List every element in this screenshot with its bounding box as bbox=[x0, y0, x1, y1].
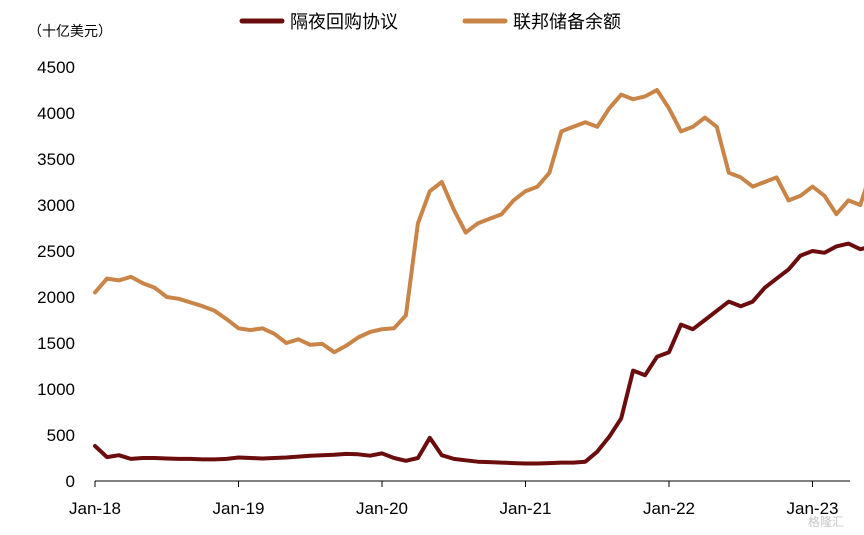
series-line-1 bbox=[93, 88, 864, 355]
y-tick-label: 1000 bbox=[37, 380, 75, 399]
y-tick-label: 500 bbox=[47, 426, 75, 445]
x-tick-label: Jan-20 bbox=[356, 499, 408, 518]
legend-label: 联邦储备余额 bbox=[513, 12, 621, 33]
y-axis: 0 500 1000 1500 2000 2500 3000 3500 4000 4500 bbox=[37, 58, 75, 491]
legend: 隔夜回购协议 联邦储备余额 bbox=[239, 12, 621, 33]
y-tick-label: 3500 bbox=[37, 150, 75, 169]
x-tick-label: Jan-23 bbox=[787, 499, 839, 518]
y-tick-label: 2000 bbox=[37, 288, 75, 307]
x-tick-label: Jan-18 bbox=[69, 499, 121, 518]
y-tick-label: 0 bbox=[66, 472, 75, 491]
series-line-0 bbox=[93, 241, 864, 466]
legend-label: 隔夜回购协议 bbox=[290, 12, 398, 33]
x-tick-label: Jan-21 bbox=[500, 499, 552, 518]
y-unit-label: （十亿美元） bbox=[28, 24, 112, 40]
y-tick-label: 2500 bbox=[37, 242, 75, 261]
y-tick-label: 3000 bbox=[37, 196, 75, 215]
x-tick-label: Jan-22 bbox=[643, 499, 695, 518]
y-tick-label: 4000 bbox=[37, 104, 75, 123]
watermark: 格隆汇 bbox=[808, 514, 844, 529]
series-layer bbox=[93, 88, 864, 466]
x-axis: Jan-18 Jan-19 Jan-20 Jan-21 Jan-22 Jan-23 bbox=[69, 480, 850, 518]
y-tick-label: 1500 bbox=[37, 334, 75, 353]
x-tick-label: Jan-19 bbox=[213, 499, 265, 518]
y-tick-label: 4500 bbox=[37, 58, 75, 77]
